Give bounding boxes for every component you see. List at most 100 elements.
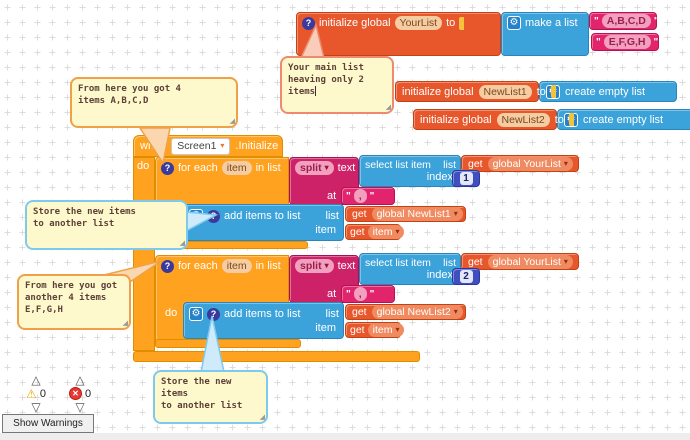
resize-handle-icon[interactable]: ◢ <box>385 102 391 111</box>
loop-variable-field[interactable]: item <box>221 161 252 175</box>
split-label: split <box>300 162 322 174</box>
list-socket-label: list <box>325 210 339 222</box>
resize-handle-icon[interactable]: ◢ <box>229 116 235 125</box>
comment-store-items-1[interactable]: Store the new items to another list ◢ <box>25 200 188 250</box>
index-label: index <box>426 269 453 281</box>
block-when-screen1-initialize[interactable]: when Screen1 ▾ .Initialize <box>133 135 283 157</box>
to-label: to <box>554 113 564 126</box>
comment-second-four-items[interactable]: From here you got another 4 items E,F,G,… <box>17 274 131 330</box>
bottom-edge-strip <box>0 433 690 440</box>
block-string-comma-2[interactable]: " , " <box>341 285 395 303</box>
block-init-global-yourlist[interactable]: ? initialize global YourList to <box>296 12 501 56</box>
value-socket <box>550 85 556 98</box>
warning-up-arrow-icon[interactable]: △ <box>31 373 41 387</box>
number-value[interactable]: 1 <box>459 172 473 185</box>
block-add-items-to-list-1[interactable]: ⚙ ? add items to list list item <box>183 204 344 241</box>
help-icon[interactable]: ? <box>207 209 220 223</box>
block-select-list-item-2[interactable]: select list item list index <box>359 253 461 285</box>
number-value[interactable]: 2 <box>459 270 473 283</box>
variable-name-field[interactable]: NewList1 <box>478 84 532 99</box>
variable-dropdown[interactable]: global NewList1 ▾ <box>371 207 463 221</box>
error-down-arrow-icon[interactable]: ▽ <box>75 400 85 414</box>
block-add-items-to-list-2[interactable]: ⚙ ? add items to list list item <box>183 302 344 339</box>
comment-main-list[interactable]: Your main list heaving only 2 items ◢ <box>280 56 394 114</box>
variable-name-field[interactable]: NewList2 <box>496 112 550 127</box>
show-warnings-button[interactable]: Show Warnings <box>2 414 94 433</box>
chevron-down-icon: ▾ <box>395 325 400 334</box>
item-socket-label: item <box>315 322 336 334</box>
block-get-global-newlist2[interactable]: get global NewList2 ▾ <box>345 304 466 320</box>
block-init-global-newlist1[interactable]: initialize global NewList1 to <box>395 81 556 102</box>
chevron-down-icon: ▾ <box>220 141 225 150</box>
variable-dropdown[interactable]: item ▾ <box>367 323 405 337</box>
variable-name: global YourList <box>492 157 561 170</box>
help-icon[interactable]: ? <box>161 259 174 273</box>
mutator-gear-icon[interactable]: ⚙ <box>189 307 203 321</box>
string-value[interactable]: E,F,G,H <box>603 35 651 49</box>
split-dropdown[interactable]: split ▾ <box>295 161 334 175</box>
quote-icon: " <box>653 36 659 48</box>
loop-variable-field[interactable]: item <box>221 259 252 273</box>
comment-store-items-2[interactable]: Store the new items to another list ◢ <box>153 370 268 424</box>
block-get-item-1[interactable]: get item ▾ <box>345 224 405 240</box>
warning-down-arrow-icon[interactable]: ▽ <box>31 400 41 414</box>
resize-handle-icon[interactable]: ◢ <box>259 412 265 421</box>
for-each-do-label: do <box>165 307 178 319</box>
variable-name-field[interactable]: YourList <box>394 16 443 30</box>
error-icon: ✕ <box>68 387 82 400</box>
block-number-1[interactable]: 1 <box>452 170 480 187</box>
get-label: get <box>468 157 483 170</box>
variable-dropdown[interactable]: global YourList ▾ <box>487 254 573 269</box>
component-dropdown[interactable]: Screen1 ▾ <box>171 137 231 155</box>
in-list-label: in list <box>255 260 281 272</box>
for-each-2-bottom[interactable] <box>155 339 301 348</box>
when-label: when <box>140 140 167 152</box>
item-socket-label: item <box>315 224 336 236</box>
block-get-item-2[interactable]: get item ▾ <box>345 322 405 338</box>
comment-first-four-items[interactable]: From here you got 4 items A,B,C,D ◢ <box>70 77 238 128</box>
block-get-global-newlist1[interactable]: get global NewList1 ▾ <box>345 206 466 222</box>
chevron-down-icon: ▾ <box>324 261 329 270</box>
string-value[interactable]: A,B,C,D <box>601 14 651 28</box>
help-icon[interactable]: ? <box>302 16 315 30</box>
chevron-down-icon: ▾ <box>563 158 568 168</box>
block-number-2[interactable]: 2 <box>452 268 480 285</box>
value-socket <box>459 16 465 30</box>
block-get-global-yourlist-2[interactable]: get global YourList ▾ <box>461 253 579 270</box>
for-each-label: for each <box>178 260 218 272</box>
variable-dropdown[interactable]: item ▾ <box>367 225 405 239</box>
when-block-bottom[interactable] <box>133 351 420 362</box>
resize-handle-icon[interactable]: ◢ <box>122 318 128 327</box>
block-init-global-newlist2[interactable]: initialize global NewList2 to <box>413 109 574 130</box>
error-count: 0 <box>84 387 92 400</box>
variable-name: global NewList2 <box>376 306 451 318</box>
split-dropdown[interactable]: split ▾ <box>295 259 334 273</box>
mutator-gear-icon[interactable]: ⚙ <box>189 209 203 223</box>
resize-handle-icon[interactable]: ◢ <box>179 238 185 247</box>
variable-dropdown[interactable]: global NewList2 ▾ <box>371 305 463 319</box>
block-create-empty-list-2[interactable]: ⚙ create empty list <box>557 109 690 130</box>
variable-dropdown[interactable]: global YourList ▾ <box>487 156 573 171</box>
quote-icon: " <box>346 190 351 202</box>
block-make-a-list[interactable]: ⚙ make a list <box>501 12 589 56</box>
block-string-comma-1[interactable]: " , " <box>341 187 395 205</box>
error-up-arrow-icon[interactable]: △ <box>75 373 85 387</box>
block-create-empty-list-1[interactable]: ⚙ create empty list <box>539 81 677 102</box>
init-label: initialize global <box>420 113 492 126</box>
warning-count: 0 <box>39 387 46 400</box>
split-label: split <box>300 260 322 272</box>
when-block-spine[interactable] <box>133 157 155 351</box>
get-label: get <box>352 208 367 220</box>
help-icon[interactable]: ? <box>207 307 220 321</box>
create-empty-list-label: create empty list <box>583 113 664 126</box>
block-string-efgh[interactable]: " E,F,G,H " <box>591 33 659 51</box>
help-icon[interactable]: ? <box>161 161 174 175</box>
mutator-gear-icon[interactable]: ⚙ <box>507 16 521 30</box>
block-get-global-yourlist-1[interactable]: get global YourList ▾ <box>461 155 579 172</box>
string-value[interactable]: , <box>353 287 367 301</box>
text-label: text <box>337 260 356 272</box>
block-select-list-item-1[interactable]: select list item list index <box>359 155 461 187</box>
block-string-abcd[interactable]: " A,B,C,D " <box>589 12 659 30</box>
string-value[interactable]: , <box>353 189 367 203</box>
